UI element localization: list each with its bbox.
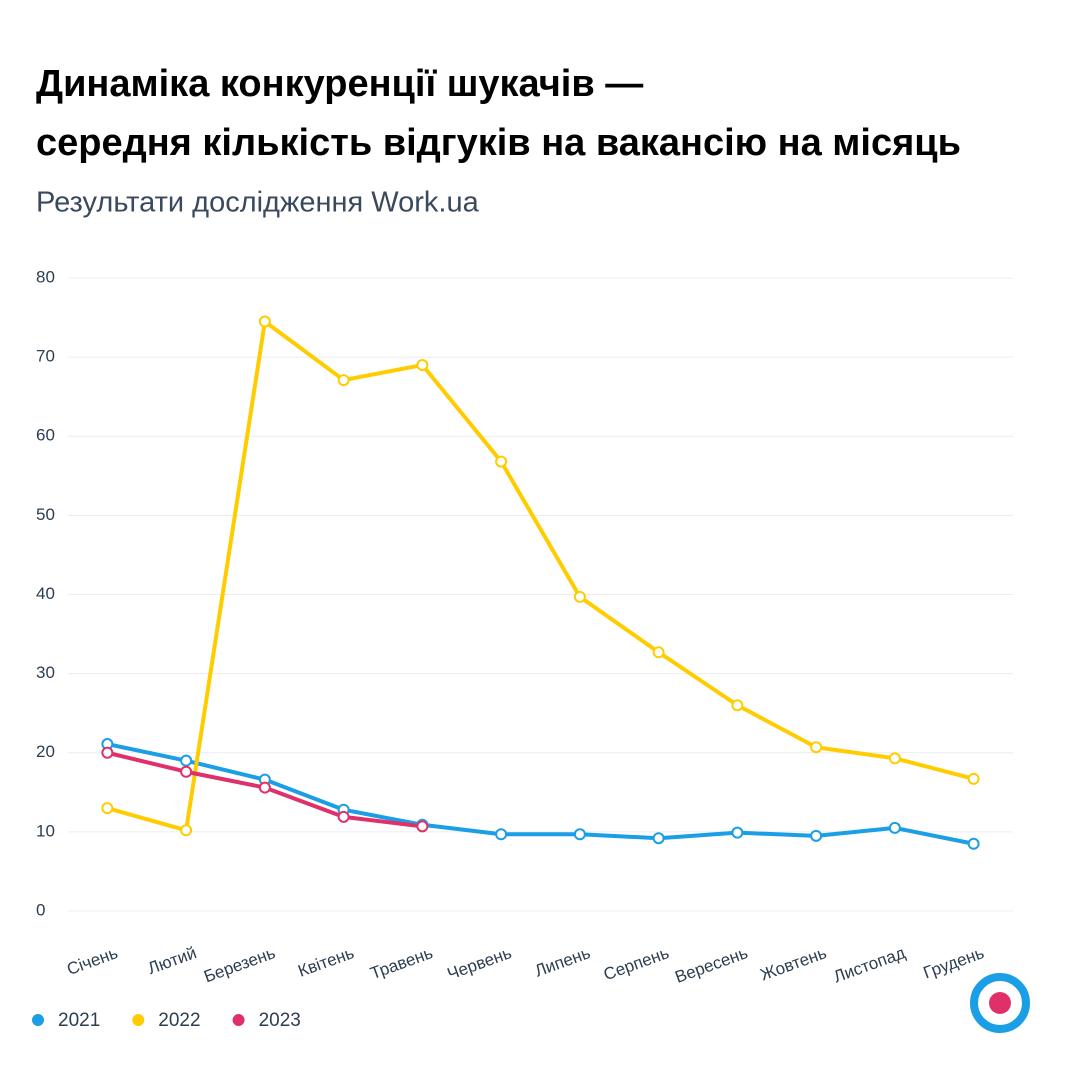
data-point: [258, 315, 271, 328]
data-point: [180, 765, 193, 778]
data-point: [652, 646, 665, 659]
y-tick-label: 60: [36, 426, 55, 445]
data-point: [180, 824, 193, 837]
data-point: [337, 810, 350, 823]
data-point: [416, 820, 429, 833]
y-tick-label: 70: [36, 347, 55, 366]
legend-label: 2022: [158, 1010, 200, 1031]
y-tick-label: 0: [36, 900, 45, 919]
y-tick-label: 80: [36, 267, 55, 286]
data-point: [416, 359, 429, 372]
series-line: [106, 742, 975, 846]
data-point: [888, 821, 901, 834]
chart-title: Динаміка конкуренції шукачів —: [36, 63, 643, 105]
logo-ring: [970, 973, 1030, 1033]
y-tick-label: 10: [36, 821, 55, 840]
data-point: [495, 828, 508, 841]
legend-marker: [232, 1014, 245, 1026]
data-point: [495, 455, 508, 468]
data-point: [888, 752, 901, 765]
x-tick-label: Грудень: [921, 943, 987, 982]
legend-label: 2023: [259, 1010, 301, 1031]
y-tick-label: 30: [36, 663, 55, 682]
data-point: [731, 826, 744, 839]
data-point: [967, 772, 980, 785]
x-tick-label: Лютий: [145, 943, 199, 978]
y-tick-label: 20: [36, 742, 55, 761]
data-point: [652, 832, 665, 845]
series-line: [106, 319, 975, 833]
y-tick-label: 50: [36, 505, 55, 524]
x-tick-label: Жовтень: [758, 943, 829, 984]
data-point: [180, 754, 193, 767]
logo: [970, 973, 1030, 1033]
x-tick-label: Серпень: [601, 943, 672, 984]
data-point: [337, 374, 350, 387]
x-tick-label: Липень: [532, 943, 593, 981]
chart-subtitle: Результати дослідження Work.ua: [36, 187, 480, 219]
data-point: [810, 829, 823, 842]
x-tick-label: Квітень: [296, 943, 357, 981]
y-tick-label: 40: [36, 584, 55, 603]
data-point: [810, 741, 823, 754]
data-point: [573, 590, 586, 603]
legend-marker: [132, 1014, 145, 1026]
data-point: [101, 802, 114, 815]
x-tick-label: Листопад: [831, 943, 908, 986]
x-tick-label: Вересень: [672, 943, 750, 987]
data-point: [258, 781, 271, 794]
data-point: [573, 828, 586, 841]
x-tick-label: Березень: [201, 943, 278, 986]
data-point: [967, 837, 980, 850]
data-point: [101, 746, 114, 759]
x-tick-label: Січень: [64, 943, 120, 979]
x-tick-label: Травень: [368, 943, 436, 983]
chart-title: середня кількість відгуків на вакансію н…: [36, 122, 961, 164]
legend-label: 2021: [58, 1010, 100, 1031]
data-point: [731, 699, 744, 712]
legend-marker: [32, 1014, 44, 1026]
x-tick-label: Червень: [445, 943, 514, 984]
logo-dot: [989, 992, 1011, 1014]
